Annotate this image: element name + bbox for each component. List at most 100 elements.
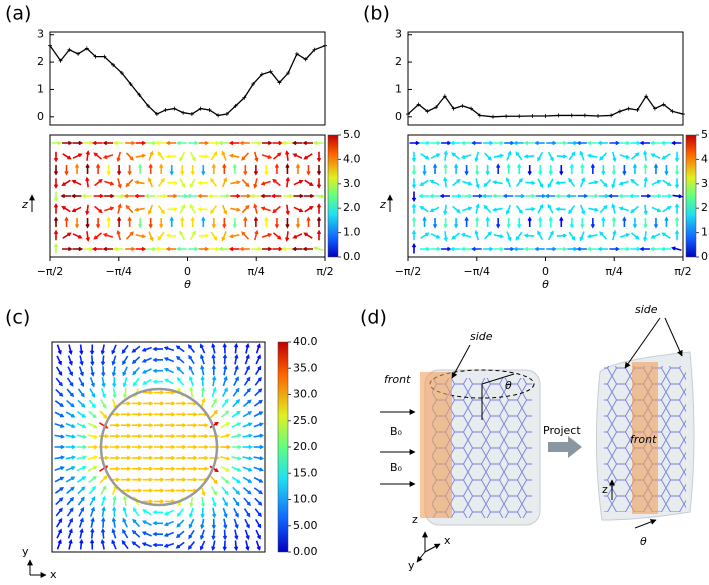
field-arrow [169, 216, 174, 227]
field-arrow [295, 163, 301, 174]
field-arrow [601, 216, 606, 227]
field-arrow [165, 477, 176, 482]
field-arrow [492, 207, 503, 212]
field-arrow [241, 178, 250, 188]
field-arrow [112, 377, 117, 388]
field-arrow [576, 140, 587, 146]
field-arrow [232, 497, 240, 507]
field-arrow [599, 152, 608, 161]
point [460, 103, 465, 108]
field-arrow [198, 154, 210, 159]
field-arrow [62, 153, 72, 160]
field-arrow [590, 163, 595, 174]
field-arrow [155, 140, 166, 146]
field-arrow [165, 154, 177, 159]
field-arrow [200, 496, 206, 508]
field-arrow [164, 378, 174, 385]
field-arrow [242, 487, 252, 495]
field-arrow [228, 153, 240, 158]
field-arrow [443, 204, 448, 216]
field-arrow [483, 204, 492, 214]
field-arrow [157, 205, 165, 215]
field-arrow [586, 234, 598, 239]
field-arrow [85, 163, 90, 174]
field-arrow [100, 399, 107, 409]
field-arrow [179, 203, 186, 214]
field-arrow [411, 203, 417, 214]
field-arrow [534, 246, 545, 252]
field-arrow [470, 246, 482, 252]
field-arrow [55, 497, 64, 506]
field-arrow [120, 477, 132, 482]
field-arrow [232, 163, 237, 174]
field-arrow [53, 229, 59, 241]
field-arrow [506, 163, 511, 174]
field-arrow [220, 465, 231, 472]
field-arrow [546, 246, 557, 252]
field-arrow [89, 538, 95, 550]
field-arrow [430, 140, 442, 146]
field-arrow [211, 540, 216, 552]
colorbar-label: 0.0 [343, 250, 361, 263]
field-arrow [111, 539, 117, 550]
boundary [99, 387, 219, 507]
point [198, 106, 203, 111]
field-arrow [244, 518, 250, 529]
field-arrow [460, 154, 472, 159]
field-arrow [261, 154, 273, 159]
field-arrow [187, 455, 198, 461]
field-arrow [234, 353, 239, 365]
field-arrow [231, 410, 241, 418]
field-arrow [99, 475, 108, 484]
field-arrow [411, 229, 417, 241]
field-arrow [152, 542, 164, 548]
field-arrow [67, 355, 73, 366]
field-arrow [72, 246, 84, 252]
field-arrow [131, 444, 143, 450]
field-arrow [643, 231, 648, 242]
field-arrow [189, 230, 196, 241]
field-arrow [165, 233, 177, 238]
point [102, 54, 107, 59]
point [242, 95, 247, 100]
field-arrow [420, 153, 430, 160]
field-arrow [120, 412, 132, 417]
field-arrow [611, 151, 617, 163]
field-arrow [597, 246, 608, 252]
field-arrow [190, 216, 195, 227]
field-arrow [152, 357, 164, 363]
field-arrow [112, 387, 117, 399]
field-arrow [474, 216, 480, 227]
field-arrow [61, 179, 71, 187]
field-arrow [515, 177, 523, 187]
field-arrow [121, 540, 129, 550]
field-arrow [90, 355, 95, 367]
field-arrow [211, 364, 216, 376]
field-arrow [245, 540, 250, 552]
field-arrow [94, 205, 103, 214]
point [504, 114, 509, 119]
field-arrow [233, 364, 239, 376]
field-arrow [210, 151, 218, 161]
field-arrow [159, 163, 164, 174]
field-arrow [135, 153, 147, 158]
field-arrow [643, 163, 648, 174]
field-arrow [622, 216, 627, 227]
field-arrow [179, 178, 186, 189]
field-arrow [77, 496, 85, 506]
field-arrow [411, 165, 417, 176]
field-arrow [165, 488, 176, 493]
field-arrow [131, 423, 143, 428]
field-arrow [517, 163, 522, 174]
point [146, 103, 151, 108]
label: side [470, 330, 493, 343]
field-arrow [222, 540, 227, 552]
field-arrow [54, 411, 65, 418]
field-arrow [210, 486, 217, 496]
field-arrow [60, 193, 72, 199]
field-arrow [165, 140, 177, 146]
field-arrow [175, 530, 185, 539]
field-arrow [187, 433, 198, 439]
field-arrow [102, 154, 114, 159]
field-arrow [538, 216, 543, 227]
